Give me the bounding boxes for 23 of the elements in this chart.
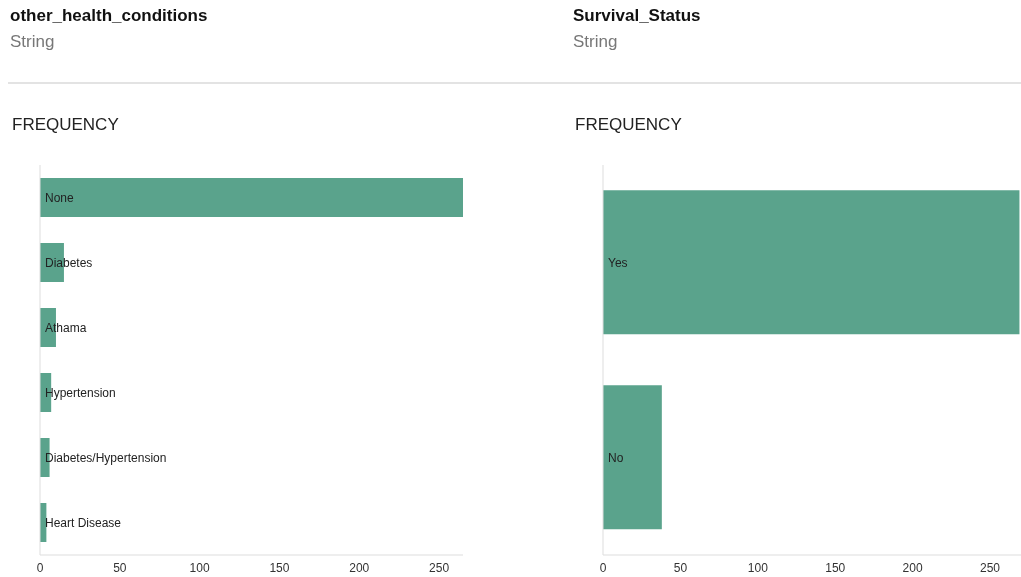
x-axis-title: FREQUENCY (12, 115, 119, 135)
chart-title: Survival_Status (573, 6, 701, 26)
y-tick-label: No (608, 450, 624, 465)
x-tick-label: 0 (599, 560, 607, 575)
y-tick-label: Heart Disease (45, 515, 122, 530)
x-tick-label: 250 (429, 560, 450, 575)
chart-subtitle: String (10, 32, 55, 52)
x-tick-label: 0 (36, 560, 44, 575)
y-tick-label: None (45, 190, 75, 205)
x-tick-label: 200 (349, 560, 370, 575)
x-tick-label: 100 (747, 560, 769, 575)
chart-title: other_health_conditions (10, 6, 208, 26)
x-tick-label: 100 (189, 560, 210, 575)
x-tick-label: 50 (673, 560, 688, 575)
x-tick-label: 200 (902, 560, 923, 575)
bar (40, 178, 463, 217)
x-tick-label: 150 (269, 560, 290, 575)
x-tick-label: 150 (825, 560, 846, 575)
x-tick-label: 250 (980, 560, 1001, 575)
chart-subtitle: String (573, 32, 618, 52)
x-axis-title: FREQUENCY (575, 115, 682, 135)
x-tick-label: 50 (113, 560, 127, 575)
y-tick-label: Yes (608, 255, 628, 270)
